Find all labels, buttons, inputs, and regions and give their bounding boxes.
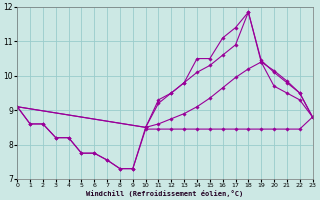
X-axis label: Windchill (Refroidissement éolien,°C): Windchill (Refroidissement éolien,°C) — [86, 190, 244, 197]
